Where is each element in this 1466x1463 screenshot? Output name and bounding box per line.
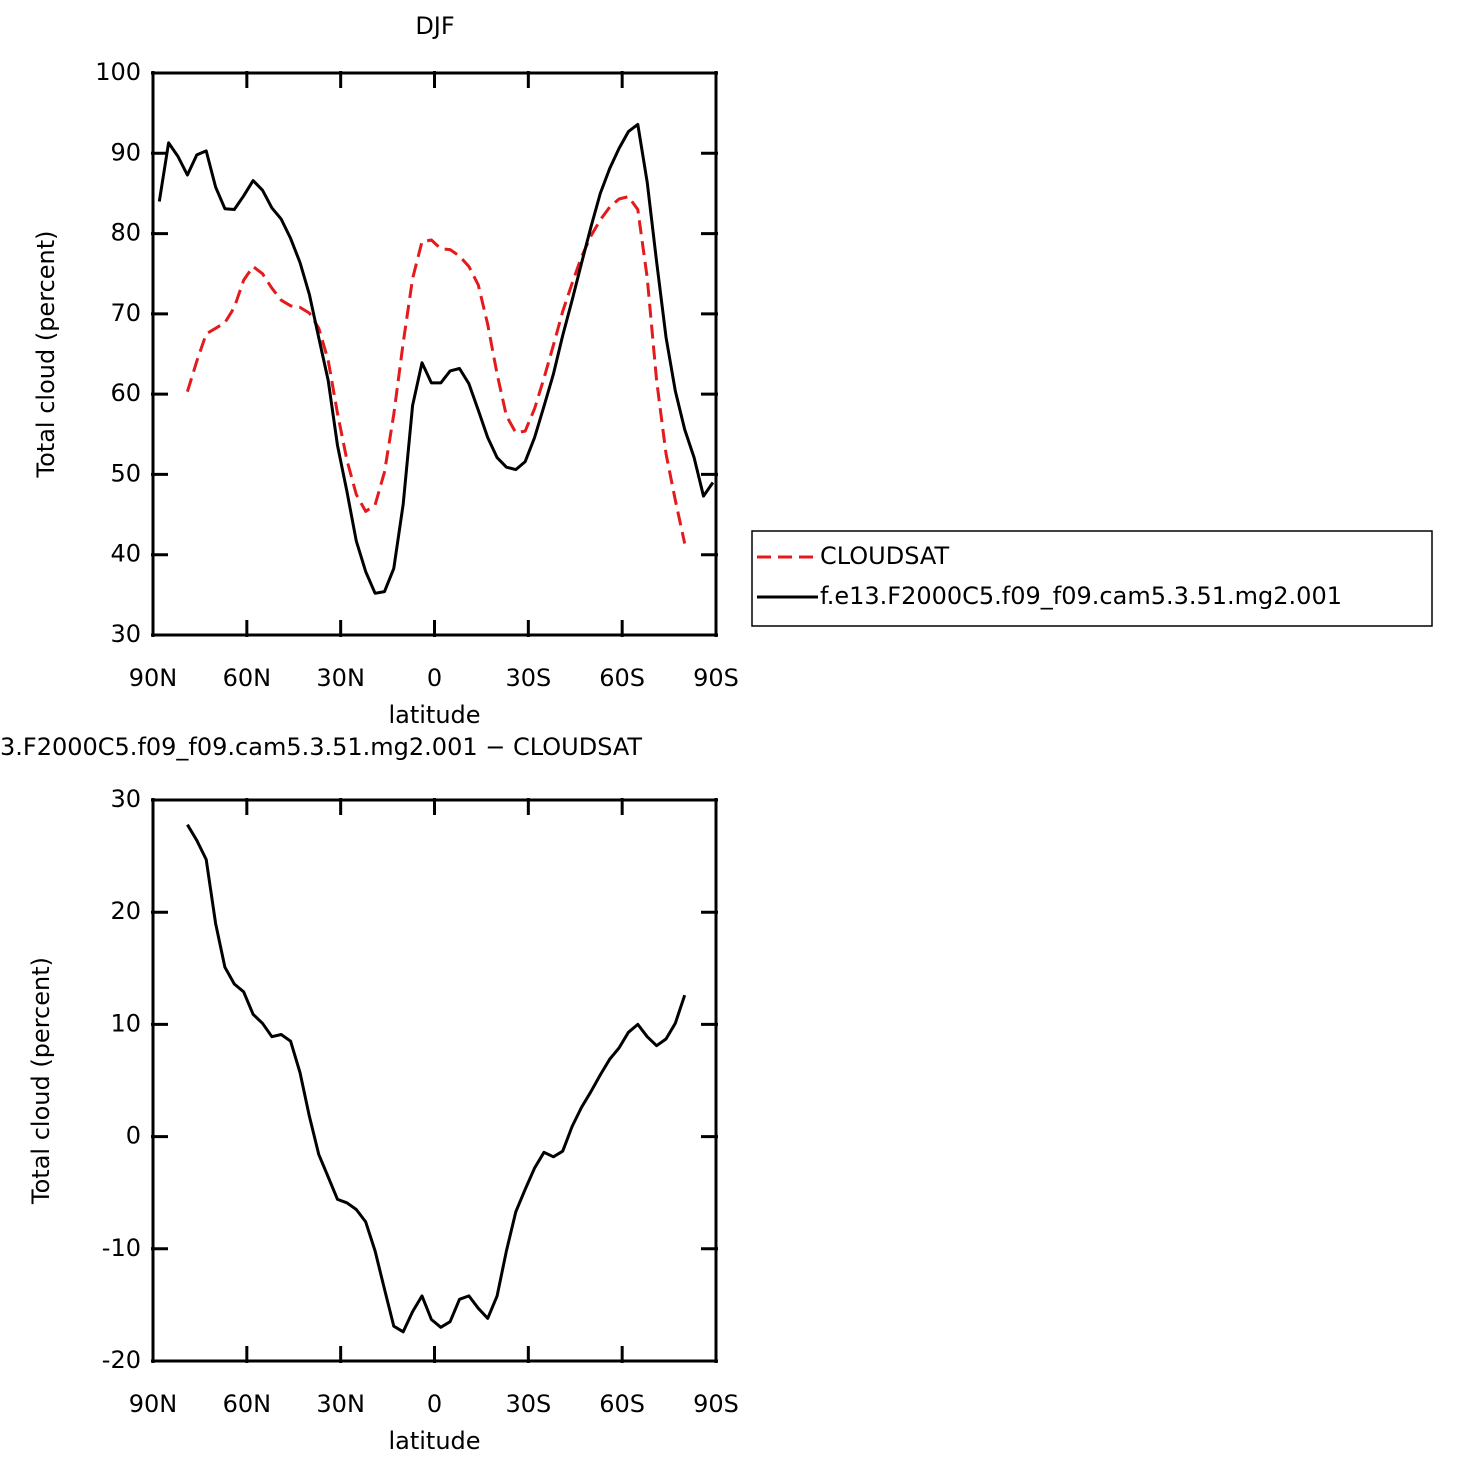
plot-frame [151,798,718,1363]
y-axis-label: Total cloud (percent) [27,957,55,1205]
y-tick-label: 90 [110,138,141,166]
legend-box [751,530,1433,627]
y-axis-label: Total cloud (percent) [32,231,60,479]
y-tick-label: 70 [110,299,141,327]
chart-title: 3.F2000C5.f09_f09.cam5.3.51.mg2.001 − CL… [0,733,642,761]
x-tick-label: 90N [129,664,178,692]
x-tick-label: 30S [505,664,551,692]
y-tick-label: 60 [110,379,141,407]
y-tick-label: 30 [110,620,141,648]
x-tick-label: 30N [316,1390,365,1418]
x-axis-label: latitude [388,1427,480,1455]
y-tick-label: 50 [110,459,141,487]
x-tick-label: 60S [599,1390,645,1418]
x-tick-label: 60N [223,664,272,692]
y-tick-label: 0 [126,1122,141,1150]
x-tick-label: 0 [427,664,442,692]
y-tick-label: 100 [95,58,141,86]
x-tick-label: 30S [505,1390,551,1418]
y-tick-label: -20 [102,1346,141,1374]
x-tick-label: 90N [129,1390,178,1418]
y-tick-label: 40 [110,540,141,568]
y-tick-label: 10 [110,1009,141,1037]
x-axis-label: latitude [388,701,480,729]
x-tick-label: 60S [599,664,645,692]
x-tick-label: 60N [223,1390,272,1418]
y-tick-label: 80 [110,219,141,247]
plot-frame [151,71,718,637]
y-tick-label: 30 [110,785,141,813]
x-tick-label: 90S [693,1390,739,1418]
x-tick-label: 30N [316,664,365,692]
data-line [185,195,687,544]
x-tick-label: 90S [693,664,739,692]
y-tick-label: -10 [102,1234,141,1262]
legend-label: f.e13.F2000C5.f09_f09.cam5.3.51.mg2.001 [820,582,1342,610]
data-line [157,122,715,595]
y-tick-label: 20 [110,897,141,925]
data-line [186,823,687,1334]
x-tick-label: 0 [427,1390,442,1418]
chart-title: DJF [415,12,454,40]
legend-label: CLOUDSAT [820,542,949,570]
